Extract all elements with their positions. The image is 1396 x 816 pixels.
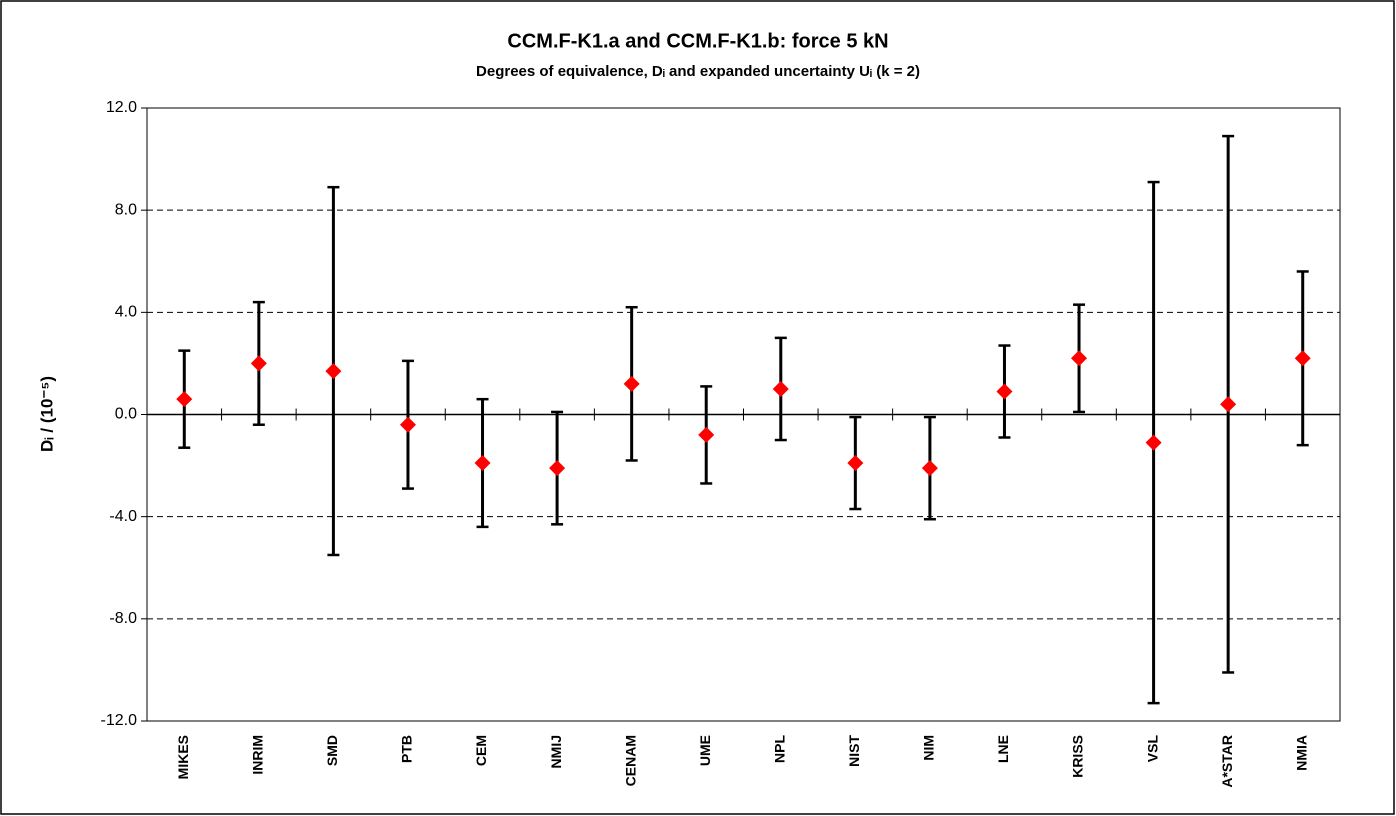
marker <box>1145 434 1162 451</box>
y-axis-label: Dᵢ / (10⁻⁵) <box>37 376 56 452</box>
marker <box>1294 350 1311 367</box>
marker <box>549 460 566 477</box>
x-tick-label: INRIM <box>250 735 266 775</box>
y-tick-label: -4.0 <box>109 508 137 525</box>
y-tick-label: 12.0 <box>106 99 137 116</box>
x-tick-label: KRISS <box>1070 735 1086 778</box>
x-tick-label: PTB <box>399 735 415 763</box>
marker <box>176 391 193 408</box>
marker <box>772 380 789 397</box>
marker <box>399 416 416 433</box>
x-tick-label: NMIJ <box>548 735 564 768</box>
x-tick-label: SMD <box>324 735 340 766</box>
x-tick-label: CENAM <box>622 735 638 786</box>
marker <box>474 455 491 472</box>
marker <box>698 426 715 443</box>
y-tick-label: 4.0 <box>115 304 137 321</box>
x-tick-label: UME <box>697 735 713 766</box>
marker <box>847 455 864 472</box>
x-tick-label: LNE <box>995 735 1011 763</box>
marker <box>250 355 267 372</box>
y-tick-label: 0.0 <box>115 406 137 423</box>
marker <box>921 460 938 477</box>
marker <box>1220 396 1237 413</box>
marker <box>325 363 342 380</box>
y-tick-label: -8.0 <box>109 610 137 627</box>
x-tick-label: NMIA <box>1293 735 1309 771</box>
x-tick-label: VSL <box>1144 735 1160 763</box>
marker <box>1071 350 1088 367</box>
x-tick-label: A*STAR <box>1219 735 1235 788</box>
x-tick-label: NIM <box>921 735 937 761</box>
x-tick-label: MIKES <box>175 735 191 779</box>
chart-title: CCM.F-K1.a and CCM.F-K1.b: force 5 kN <box>507 30 888 52</box>
x-tick-label: CEM <box>473 735 489 766</box>
x-tick-label: NIST <box>846 735 862 767</box>
y-tick-label: 8.0 <box>115 201 137 218</box>
marker <box>996 383 1013 400</box>
x-tick-label: NPL <box>771 735 787 763</box>
chart-subtitle: Degrees of equivalence, Dᵢ and expanded … <box>476 63 920 80</box>
marker <box>623 375 640 392</box>
y-tick-label: -12.0 <box>101 712 138 729</box>
